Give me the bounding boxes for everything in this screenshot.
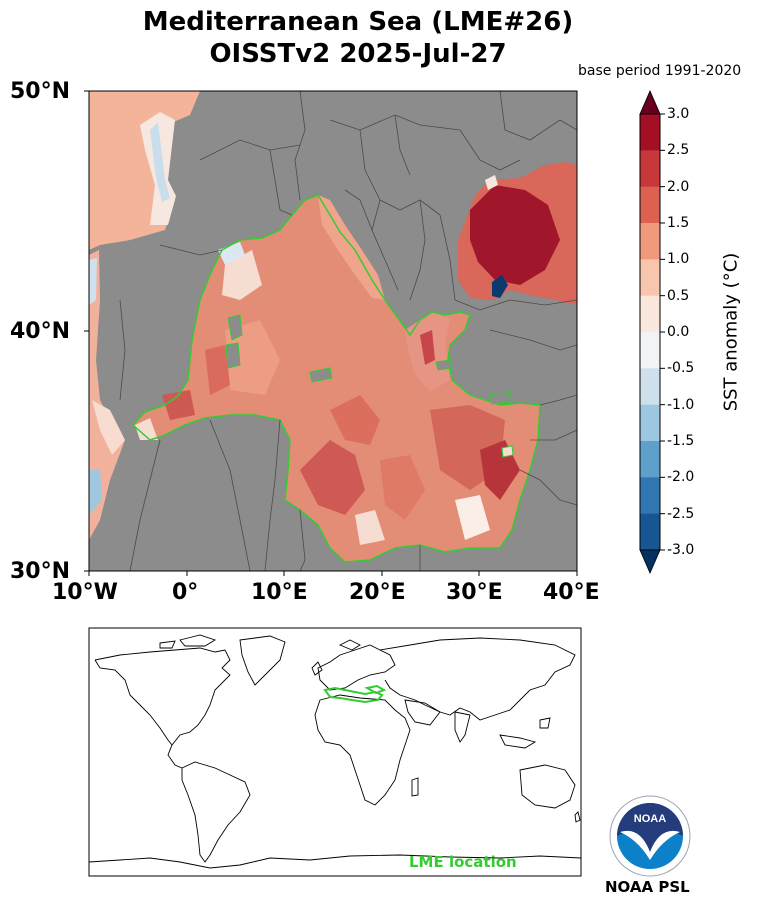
colorbar-segment bbox=[640, 186, 660, 224]
noaa-logo-text: NOAA bbox=[634, 813, 666, 825]
noaa-logo: NOAA bbox=[609, 795, 691, 877]
main-map bbox=[89, 91, 577, 571]
map-subtitle: OISSTv2 2025-Jul-27 bbox=[209, 39, 507, 69]
lon-label-30e: 30°E bbox=[446, 580, 503, 605]
colorbar-label: SST anomaly (°C) bbox=[720, 252, 742, 412]
colorbar-tick-label: -0.5 bbox=[667, 360, 695, 377]
colorbar-segment bbox=[640, 477, 660, 515]
mediterranean-sea-area bbox=[133, 195, 540, 562]
colorbar-over-arrow bbox=[639, 89, 661, 115]
colorbar bbox=[639, 113, 661, 551]
colorbar-segment bbox=[640, 259, 660, 297]
inset-blacksea-highlight bbox=[364, 684, 387, 695]
colorbar-tick-label: -3.0 bbox=[667, 542, 695, 558]
colorbar-tick-label: -1.5 bbox=[667, 433, 695, 449]
colorbar-tick-label: 1.0 bbox=[667, 251, 690, 268]
colorbar-under-arrow bbox=[639, 549, 661, 575]
black-sea-area bbox=[458, 162, 577, 305]
inset-lme-highlight bbox=[323, 686, 384, 704]
colorbar-tick-label: -2.5 bbox=[667, 505, 695, 522]
colorbar-tick-label: 0.0 bbox=[667, 324, 690, 340]
inset-frame bbox=[88, 627, 582, 877]
lat-label-50n: 50°N bbox=[10, 79, 71, 104]
atlantic-sea-area bbox=[89, 91, 200, 540]
colorbar-tick-marks bbox=[660, 113, 665, 551]
colorbar-segment bbox=[640, 295, 660, 333]
colorbar-segment bbox=[640, 368, 660, 406]
lon-label-10w: 10°W bbox=[52, 580, 118, 605]
colorbar-segment bbox=[640, 114, 660, 151]
inset-world-map bbox=[88, 627, 582, 877]
lme-boundary-outline bbox=[131, 194, 541, 563]
colorbar-tick-label: -1.0 bbox=[667, 396, 695, 413]
noaa-psl-caption: NOAA PSL bbox=[605, 878, 690, 896]
colorbar-tick-label: 2.5 bbox=[667, 142, 690, 159]
colorbar-segment bbox=[640, 223, 660, 260]
colorbar-tick-label: 1.5 bbox=[667, 215, 690, 231]
country-borders bbox=[119, 91, 577, 571]
lon-label-20e: 20°E bbox=[349, 580, 406, 605]
map-ticks bbox=[84, 90, 578, 576]
map-title: Mediterranean Sea (LME#26) bbox=[142, 7, 574, 37]
lat-label-30n: 30°N bbox=[10, 559, 71, 584]
colorbar-segment bbox=[640, 441, 660, 478]
colorbar-segment bbox=[640, 513, 660, 551]
colorbar-tick-label: -2.0 bbox=[667, 469, 695, 486]
colorbar-tick-label: 3.0 bbox=[667, 106, 690, 122]
lon-label-40e: 40°E bbox=[543, 580, 600, 605]
lon-label-0: 0° bbox=[172, 580, 199, 605]
colorbar-segment bbox=[640, 150, 660, 188]
lat-label-40n: 40°N bbox=[10, 319, 71, 344]
lon-label-10e: 10°E bbox=[251, 580, 308, 605]
lme-location-label: LME location bbox=[409, 853, 517, 871]
world-coastlines bbox=[88, 634, 582, 869]
colorbar-tick-label: 2.0 bbox=[667, 178, 690, 195]
colorbar-tick-label: 0.5 bbox=[667, 287, 690, 304]
base-period-note: base period 1991-2020 bbox=[578, 63, 742, 79]
colorbar-segment bbox=[640, 404, 660, 442]
island-outlines bbox=[225, 314, 514, 458]
colorbar-segment bbox=[640, 332, 660, 369]
